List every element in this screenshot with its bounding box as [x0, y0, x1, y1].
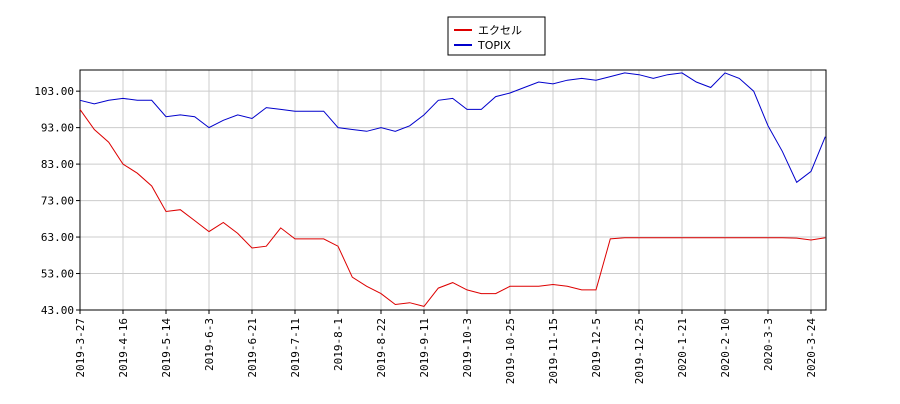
x-tick-label: 2019-3-27	[74, 318, 87, 378]
x-tick-label: 2019-9-11	[418, 318, 431, 378]
series-line	[79, 109, 826, 307]
x-tick-label: 2019-12-25	[633, 318, 646, 384]
x-tick-label: 2019-8-22	[375, 318, 388, 378]
x-tick-label: 2019-8-1	[332, 318, 345, 371]
x-tick-label: 2019-5-14	[160, 318, 173, 378]
y-tick-label: 43.00	[41, 304, 74, 317]
series-line	[79, 72, 826, 184]
x-tick-label: 2020-3-3	[762, 318, 775, 371]
y-tick-label: 73.00	[41, 195, 74, 208]
plot-frame	[79, 69, 827, 311]
legend-label: TOPIX	[477, 39, 511, 52]
legend-box	[447, 16, 546, 56]
y-tick-label: 93.00	[41, 122, 74, 135]
x-tick-label: 2019-10-3	[461, 318, 474, 378]
x-tick-label: 2019-10-25	[504, 318, 517, 384]
x-tick-label: 2019-11-15	[547, 318, 560, 384]
x-tick-label: 2020-2-10	[719, 318, 732, 378]
x-tick-label: 2019-12-5	[590, 318, 603, 378]
x-tick-label: 2019-4-16	[117, 318, 130, 378]
y-tick-label: 53.00	[41, 268, 74, 281]
x-tick-label: 2020-1-21	[676, 318, 689, 378]
legend: エクセル TOPIX	[447, 16, 546, 56]
x-tick-label: 2020-3-24	[805, 318, 818, 378]
legend-label: エクセル	[478, 24, 522, 37]
x-tick-label: 2019-7-11	[289, 318, 302, 378]
y-tick-label: 103.00	[34, 85, 74, 98]
y-tick-label: 63.00	[41, 231, 74, 244]
y-tick-label: 83.00	[41, 158, 74, 171]
x-tick-label: 2019-6-3	[203, 318, 216, 371]
x-tick-label: 2019-6-21	[246, 318, 259, 378]
